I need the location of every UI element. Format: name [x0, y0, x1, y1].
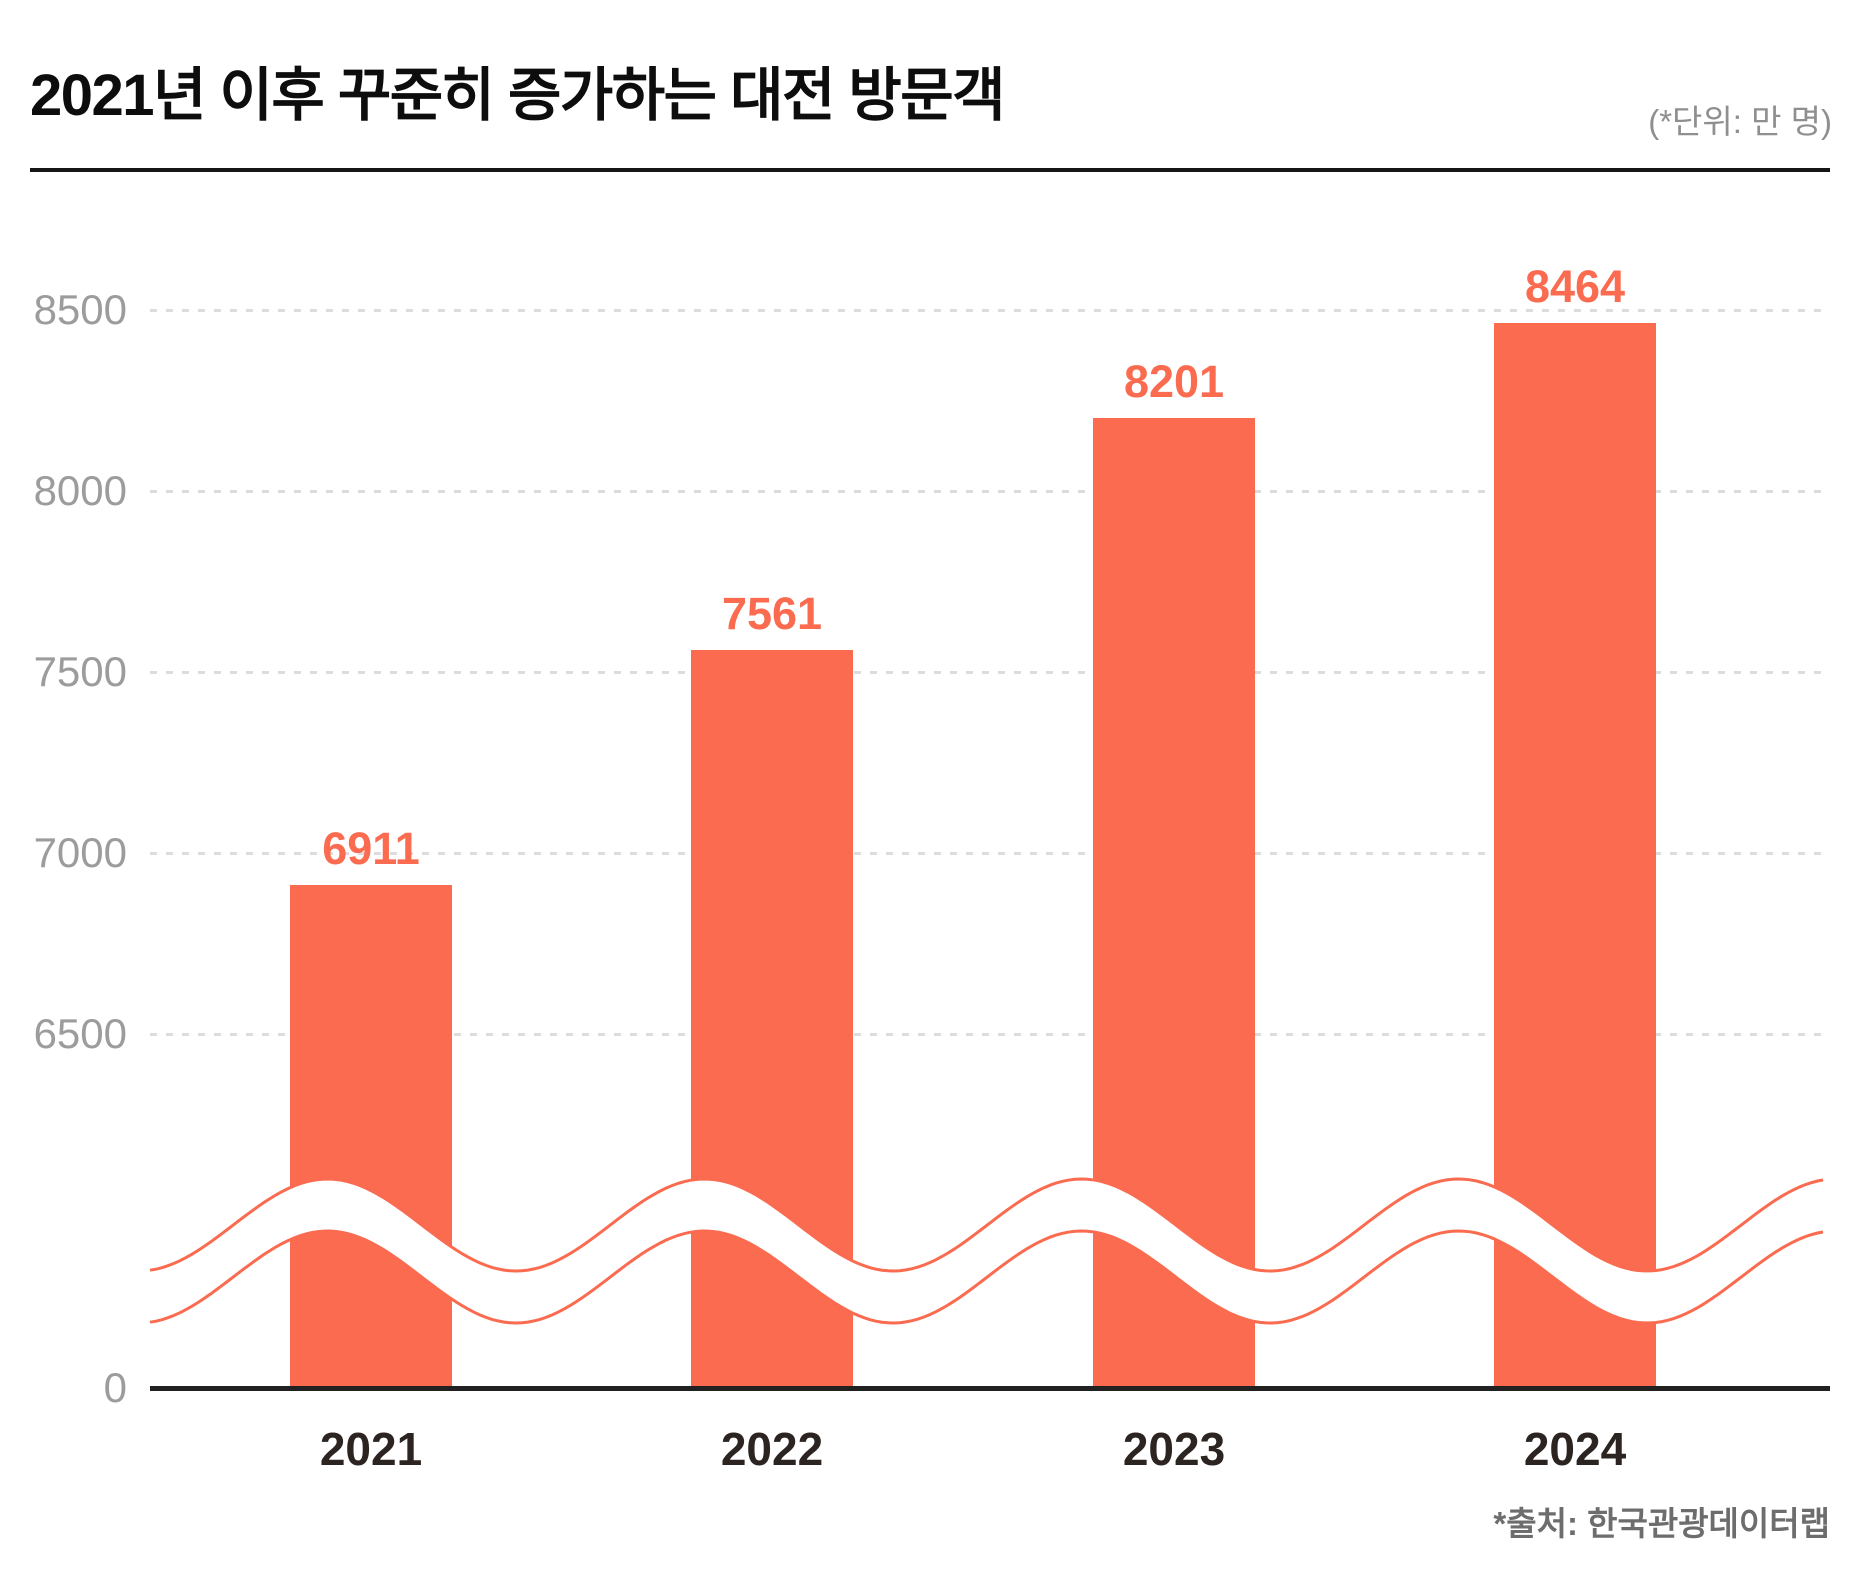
bar-value-label-2023: 8201 — [1123, 356, 1225, 408]
bar-2023 — [1093, 418, 1255, 1386]
x-axis-label-2022: 2022 — [720, 1423, 824, 1475]
y-tick-label: 8500 — [33, 286, 127, 333]
y-tick-label: 8000 — [33, 467, 127, 514]
x-axis-label-2023: 2023 — [1122, 1423, 1226, 1475]
bar-2022 — [691, 649, 853, 1386]
gridline — [150, 851, 1827, 855]
x-axis-line — [150, 1386, 1830, 1391]
x-axis-label-2024: 2024 — [1523, 1423, 1627, 1475]
y-tick-label: 7500 — [33, 648, 127, 695]
y-tick-label: 6500 — [33, 1010, 127, 1057]
page-title: 2021년 이후 꾸준히 증가하는 대전 방문객 — [30, 63, 1006, 128]
source-note: *출처: 한국관광데이터랩 — [1493, 1505, 1830, 1542]
bar-2024 — [1494, 323, 1656, 1386]
gridline — [150, 1032, 1827, 1036]
gridline — [150, 670, 1827, 674]
gridline — [150, 308, 1827, 312]
x-axis-label-2021: 2021 — [319, 1423, 423, 1475]
bar-value-label-2022: 7561 — [721, 587, 823, 639]
y-tick-label: 7000 — [33, 829, 127, 876]
bar-value-label-2021: 6911 — [322, 823, 420, 875]
bar-value-label-2024: 8464 — [1524, 261, 1626, 313]
unit-note: (*단위: 만 명) — [1648, 103, 1832, 140]
y-tick-label-zero: 0 — [103, 1364, 127, 1411]
header-divider — [30, 168, 1830, 172]
gridline — [150, 489, 1827, 493]
bar-2021 — [290, 885, 452, 1386]
